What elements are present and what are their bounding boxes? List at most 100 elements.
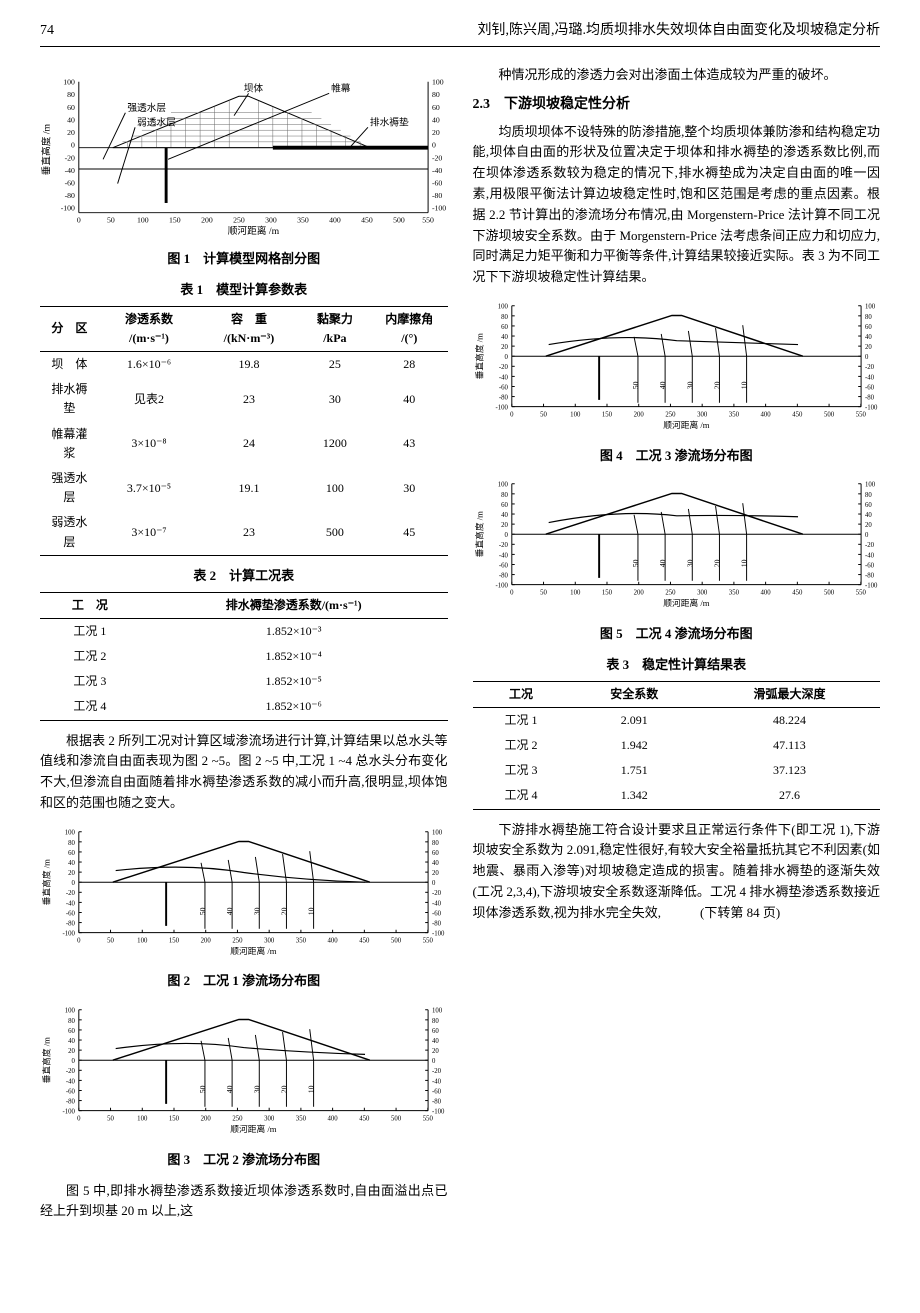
table2-header-row: 工 况 排水褥垫渗透系数/(m·s⁻¹) xyxy=(40,592,448,618)
svg-text:顺河距离 /m: 顺河距离 /m xyxy=(228,224,280,237)
svg-text:150: 150 xyxy=(169,216,181,225)
table-row: 工况 21.852×10⁻⁴ xyxy=(40,644,448,669)
svg-text:80: 80 xyxy=(501,492,508,499)
svg-text:60: 60 xyxy=(864,324,871,331)
svg-text:排水褥垫: 排水褥垫 xyxy=(370,116,409,129)
table2-caption: 表 2 计算工况表 xyxy=(40,566,448,587)
svg-text:垂直高度 /m: 垂直高度 /m xyxy=(473,333,484,379)
table3-body: 工况 12.09148.224工况 21.94247.113工况 31.7513… xyxy=(473,707,881,809)
svg-text:-100: -100 xyxy=(62,1109,75,1116)
svg-text:20: 20 xyxy=(712,381,721,389)
svg-text:-20: -20 xyxy=(498,543,508,550)
svg-text:100: 100 xyxy=(63,78,75,87)
svg-text:顺河距离 /m: 顺河距离 /m xyxy=(663,597,709,608)
svg-text:60: 60 xyxy=(432,850,439,857)
svg-text:50: 50 xyxy=(107,216,115,225)
svg-text:-60: -60 xyxy=(66,910,76,917)
svg-text:60: 60 xyxy=(432,1028,439,1035)
svg-text:350: 350 xyxy=(728,411,739,418)
svg-text:-80: -80 xyxy=(66,1099,76,1106)
svg-text:-80: -80 xyxy=(65,192,75,201)
fig2-svg: 100100808060604040202000-20-20-40-40-60-… xyxy=(40,824,448,960)
table-3: 工况 安全系数 滑弧最大深度 工况 12.09148.224工况 21.9424… xyxy=(473,681,881,810)
svg-text:垂直高度 /m: 垂直高度 /m xyxy=(41,859,52,905)
svg-text:30: 30 xyxy=(685,560,694,568)
svg-text:300: 300 xyxy=(697,590,708,597)
svg-text:550: 550 xyxy=(855,411,866,418)
svg-text:200: 200 xyxy=(201,937,212,944)
svg-text:100: 100 xyxy=(137,216,149,225)
svg-text:-80: -80 xyxy=(66,920,76,927)
svg-text:60: 60 xyxy=(68,1028,75,1035)
svg-text:40: 40 xyxy=(432,1038,439,1045)
svg-text:30: 30 xyxy=(252,1085,261,1093)
svg-text:-20: -20 xyxy=(432,154,442,163)
svg-text:10: 10 xyxy=(307,1085,316,1093)
svg-text:-80: -80 xyxy=(864,573,874,580)
svg-text:20: 20 xyxy=(67,128,75,137)
svg-text:100: 100 xyxy=(864,304,875,311)
svg-text:垂直高度 /m: 垂直高度 /m xyxy=(473,511,484,557)
svg-text:50: 50 xyxy=(198,1085,207,1093)
svg-text:-20: -20 xyxy=(65,154,75,163)
svg-text:80: 80 xyxy=(432,839,439,846)
svg-text:顺河距离 /m: 顺河距离 /m xyxy=(230,1123,276,1134)
table-row: 工况 11.852×10⁻³ xyxy=(40,618,448,644)
svg-text:80: 80 xyxy=(864,492,871,499)
svg-text:150: 150 xyxy=(601,590,612,597)
svg-text:-20: -20 xyxy=(864,364,874,371)
svg-text:200: 200 xyxy=(633,590,644,597)
svg-text:550: 550 xyxy=(423,937,434,944)
svg-text:450: 450 xyxy=(359,1115,370,1122)
svg-text:250: 250 xyxy=(665,411,676,418)
table-row: 工况 31.852×10⁻⁵ xyxy=(40,669,448,694)
svg-text:300: 300 xyxy=(265,216,277,225)
svg-text:-40: -40 xyxy=(66,1078,76,1085)
svg-text:20: 20 xyxy=(864,344,871,351)
svg-text:-40: -40 xyxy=(498,374,508,381)
svg-text:0: 0 xyxy=(432,141,436,150)
svg-text:-80: -80 xyxy=(432,192,442,201)
svg-text:550: 550 xyxy=(423,1115,434,1122)
svg-text:帷幕: 帷幕 xyxy=(331,82,351,95)
svg-text:顺河距离 /m: 顺河距离 /m xyxy=(663,419,709,430)
figure-1: 1008060 40200 -20-40-60 -80-100 10080 60… xyxy=(40,72,448,270)
svg-text:垂直高度 /m: 垂直高度 /m xyxy=(41,1037,52,1083)
svg-text:坝体: 坝体 xyxy=(244,83,264,95)
svg-text:-40: -40 xyxy=(432,166,442,175)
svg-text:20: 20 xyxy=(501,522,508,529)
svg-text:弱透水层: 弱透水层 xyxy=(137,117,176,129)
svg-text:100: 100 xyxy=(432,829,443,836)
table-row: 弱透水层3×10⁻⁷2350045 xyxy=(40,510,448,555)
svg-text:-20: -20 xyxy=(66,1068,76,1075)
svg-text:20: 20 xyxy=(279,907,288,915)
para-left-1: 根据表 2 所列工况对计算区域渗流场进行计算,计算结果以总水头等值线和渗流自由面… xyxy=(40,731,448,814)
svg-text:40: 40 xyxy=(864,334,871,341)
svg-text:80: 80 xyxy=(864,314,871,321)
svg-text:40: 40 xyxy=(501,512,508,519)
svg-text:-20: -20 xyxy=(432,1068,442,1075)
table-row: 工况 12.09148.224 xyxy=(473,707,881,733)
svg-text:-80: -80 xyxy=(864,394,874,401)
svg-text:400: 400 xyxy=(328,937,339,944)
svg-text:-40: -40 xyxy=(432,900,442,907)
table-row: 排水褥垫见表2233040 xyxy=(40,377,448,421)
svg-text:550: 550 xyxy=(422,216,434,225)
svg-text:40: 40 xyxy=(68,860,75,867)
svg-text:20: 20 xyxy=(432,1048,439,1055)
svg-text:50: 50 xyxy=(107,1115,114,1122)
svg-text:60: 60 xyxy=(864,502,871,509)
svg-text:50: 50 xyxy=(540,411,547,418)
svg-text:-60: -60 xyxy=(864,384,874,391)
svg-text:10: 10 xyxy=(739,560,748,568)
svg-text:80: 80 xyxy=(68,1018,75,1025)
header-title: 刘钊,陈兴周,冯璐.均质坝排水失效坝体自由面变化及坝坡稳定分析 xyxy=(478,20,881,42)
table-row: 工况 41.852×10⁻⁶ xyxy=(40,694,448,720)
svg-text:400: 400 xyxy=(329,216,341,225)
svg-text:100: 100 xyxy=(137,1115,148,1122)
svg-text:-60: -60 xyxy=(498,384,508,391)
svg-text:-80: -80 xyxy=(498,573,508,580)
svg-text:100: 100 xyxy=(570,411,581,418)
svg-text:-60: -60 xyxy=(432,179,442,188)
table-row: 工况 21.94247.113 xyxy=(473,733,881,758)
